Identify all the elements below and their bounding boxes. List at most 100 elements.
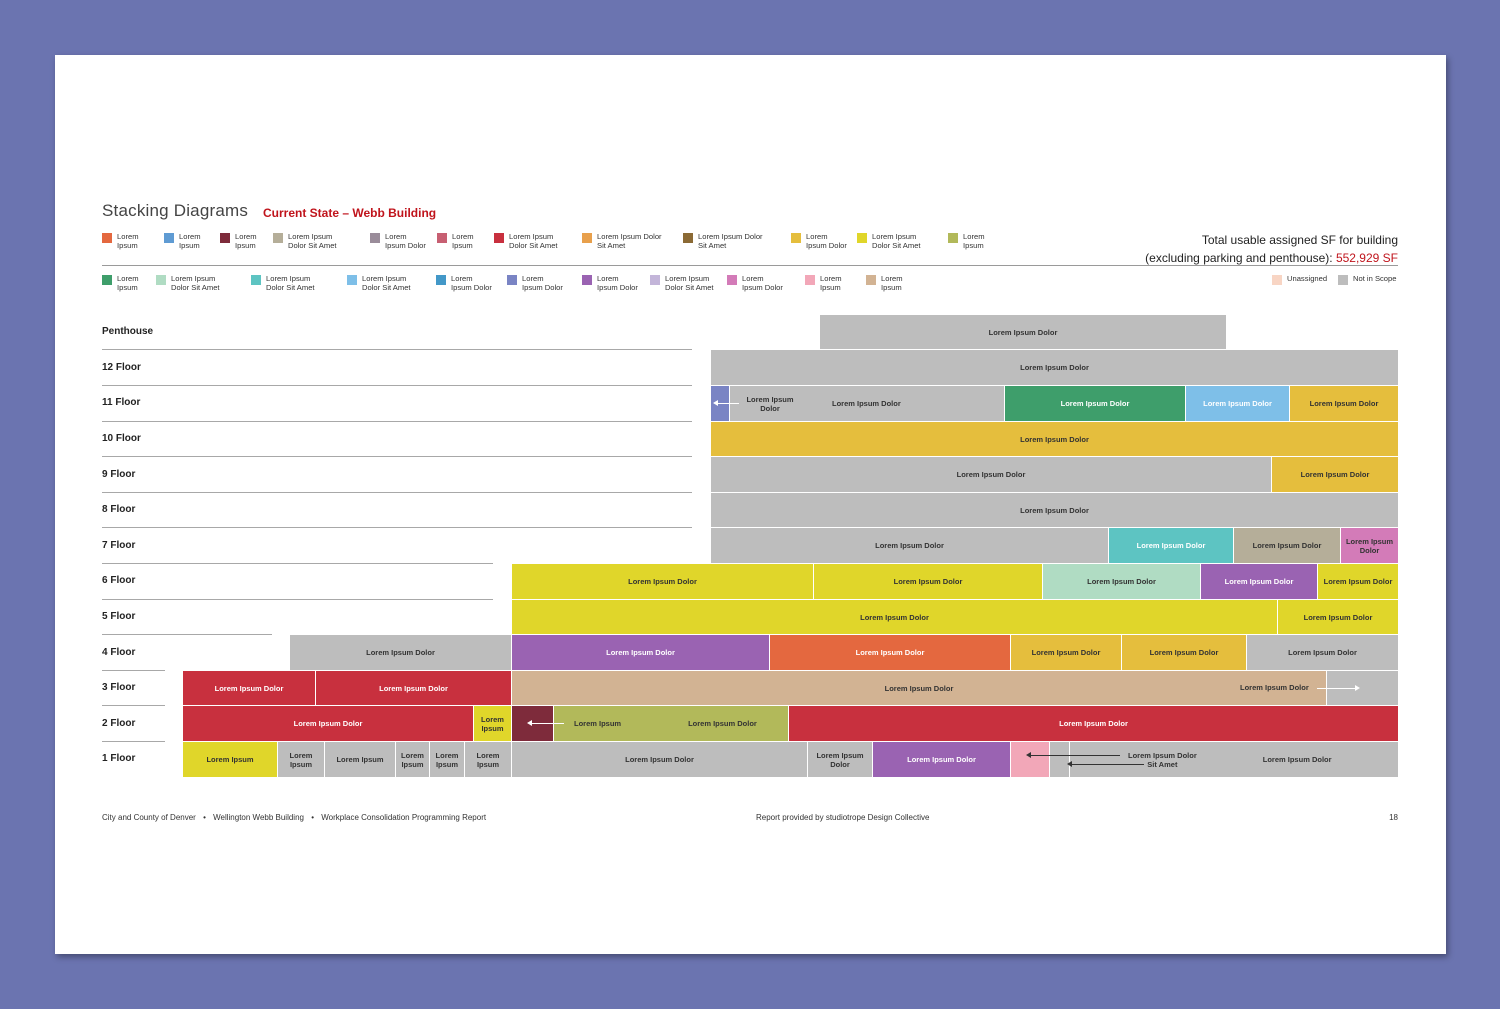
space-block-label: Lorem Ipsum Dolor	[1020, 434, 1089, 444]
legend-item: Lorem Ipsum Dolor	[370, 232, 426, 250]
floor-divider	[102, 456, 692, 457]
legend-item: Lorem Ipsum	[220, 232, 257, 250]
space-block-label: Lorem Ipsum Dolor	[907, 755, 976, 764]
space-block-label: Lorem Ipsum Dolor	[1252, 541, 1322, 550]
space-block: Lorem Ipsum	[325, 742, 396, 778]
report-page: Stacking Diagrams Current State – Webb B…	[55, 55, 1446, 954]
space-block-label: Lorem Ipsum Dolor	[816, 750, 864, 769]
space-block-label: Lorem Ipsum Dolor	[988, 327, 1058, 337]
space-block: Lorem Ipsum Dolor	[1247, 635, 1399, 671]
legend-item-unassigned: Unassigned	[1272, 274, 1327, 285]
legend-item: Lorem Ipsum Dolor Sit Amet	[683, 232, 763, 250]
legend-swatch	[582, 233, 592, 243]
total-sf-line2: (excluding parking and penthouse):	[1145, 251, 1336, 265]
space-block: Lorem Ipsum Dolor	[512, 742, 808, 778]
space-block-label: Lorem Ipsum	[206, 755, 254, 764]
legend-swatch	[1272, 275, 1282, 285]
legend-label: Lorem Ipsum Dolor Sit Amet	[171, 274, 220, 292]
legend-swatch	[494, 233, 504, 243]
legend-label: Lorem Ipsum Dolor Sit Amet	[872, 232, 921, 250]
legend-item: Lorem Ipsum Dolor	[791, 232, 847, 250]
space-block-label: Lorem Ipsum Dolor	[688, 719, 757, 728]
floor-label-6: 6 Floor	[102, 575, 136, 586]
footer-report: Workplace Consolidation Programming Repo…	[321, 813, 487, 822]
space-block-label: Lorem Ipsum Dolor	[1240, 683, 1309, 692]
space-block-label: Lorem Ipsum Dolor	[1087, 577, 1156, 586]
space-block-label: Lorem Ipsum Dolor	[1323, 577, 1393, 586]
space-block: Lorem Ipsum Dolor	[1201, 564, 1318, 600]
left-arrow-icon	[1026, 752, 1120, 758]
floor-label-4: 4 Floor	[102, 647, 136, 658]
legend-swatch	[948, 233, 958, 243]
legend-swatch	[683, 233, 693, 243]
space-block: Lorem Ipsum Dolor	[183, 706, 474, 742]
space-block-label: Lorem Ipsum Dolor	[379, 683, 448, 693]
floor-divider	[102, 492, 692, 493]
space-block-label: Lorem Ipsum Dolor	[884, 683, 954, 693]
legend-label: Lorem Ipsum Dolor Sit Amet	[597, 232, 662, 250]
legend-divider	[102, 265, 1398, 266]
space-block: Lorem Ipsum Dolor	[1186, 386, 1290, 422]
space-block: Lorem Ipsum Dolor	[512, 600, 1278, 635]
legend-label: Lorem Ipsum	[117, 232, 139, 250]
space-block-label: Lorem Ipsum	[476, 750, 500, 769]
space-block-label: Lorem Ipsum	[435, 750, 459, 769]
space-block: Lorem Ipsum Dolor	[290, 635, 512, 671]
space-block: Lorem Ipsum Dolor	[1341, 528, 1399, 564]
space-block: Lorem Ipsum Dolor Lorem Ipsum Dolor	[730, 386, 1005, 422]
legend-item: Lorem Ipsum Dolor	[727, 274, 783, 292]
space-block	[1327, 671, 1399, 706]
space-block: Lorem Ipsum Dolor	[711, 350, 1399, 386]
space-block-label: Lorem Ipsum Dolor	[746, 394, 794, 413]
legend-item: Lorem Ipsum Dolor	[507, 274, 563, 292]
legend-item: Lorem Ipsum	[805, 274, 842, 292]
page-number: 18	[1389, 813, 1398, 822]
space-block-label: Lorem Ipsum	[289, 750, 313, 769]
footer-credit: Report provided by studiotrope Design Co…	[756, 813, 930, 822]
floor-label-7: 7 Floor	[102, 540, 136, 551]
space-block: Lorem Ipsum Dolor	[1005, 386, 1186, 422]
legend-label: Lorem Ipsum Dolor	[742, 274, 783, 292]
space-block: Lorem Ipsum Dolor	[1272, 457, 1399, 493]
legend-swatch	[582, 275, 592, 285]
space-block-label: Lorem Ipsum Dolor	[1149, 648, 1219, 657]
floor-divider	[102, 385, 692, 386]
space-block: Lorem Ipsum Dolor	[1290, 386, 1399, 422]
space-block-label: Lorem Ipsum	[401, 750, 424, 769]
space-block-label: Lorem Ipsum Dolor	[1031, 648, 1101, 657]
legend-item: Lorem Ipsum	[102, 274, 139, 292]
floor-label-3: 3 Floor	[102, 682, 136, 693]
legend-swatch	[220, 233, 230, 243]
legend-item: Lorem Ipsum	[866, 274, 903, 292]
space-block-label: Lorem Ipsum Dolor	[832, 399, 901, 408]
legend-swatch	[102, 275, 112, 285]
legend-swatch	[436, 275, 446, 285]
space-block: Lorem Ipsum Dolor	[1109, 528, 1234, 564]
floor-label-9: 9 Floor	[102, 469, 136, 480]
footer-org: City and County of Denver	[102, 813, 196, 822]
space-block: Lorem Ipsum	[396, 742, 430, 778]
floor-label-2: 2 Floor	[102, 718, 136, 729]
space-block-label: Lorem Ipsum Dolor	[1288, 648, 1357, 657]
legend-item: Lorem Ipsum Dolor Sit Amet	[156, 274, 220, 292]
legend-label: Lorem Ipsum Dolor	[522, 274, 563, 292]
legend-item: Lorem Ipsum Dolor Sit Amet	[582, 232, 662, 250]
legend-label: Lorem Ipsum Dolor	[451, 274, 492, 292]
legend-label: Lorem Ipsum	[881, 274, 903, 292]
space-block: Lorem Ipsum Dolor	[512, 671, 1327, 706]
legend-label: Lorem Ipsum Dolor Sit Amet	[698, 232, 763, 250]
legend-item: Lorem Ipsum Dolor Sit Amet	[347, 274, 411, 292]
legend-swatch	[857, 233, 867, 243]
legend-swatch	[866, 275, 876, 285]
floor-label-10: 10 Floor	[102, 433, 141, 444]
space-block: Lorem Ipsum Dolor	[1011, 635, 1122, 671]
legend-item: Lorem Ipsum	[164, 232, 201, 250]
floor-label-1: 1 Floor	[102, 753, 136, 764]
space-block: Lorem Ipsum Dolor	[711, 422, 1399, 457]
legend-label: Lorem Ipsum Dolor	[385, 232, 426, 250]
legend-label: Unassigned	[1287, 274, 1328, 283]
legend-swatch	[102, 233, 112, 243]
space-block-label: Lorem Ipsum Dolor	[1060, 399, 1130, 408]
legend-label: Lorem Ipsum Dolor Sit Amet	[362, 274, 411, 292]
space-block-label: Lorem Ipsum	[574, 719, 622, 728]
